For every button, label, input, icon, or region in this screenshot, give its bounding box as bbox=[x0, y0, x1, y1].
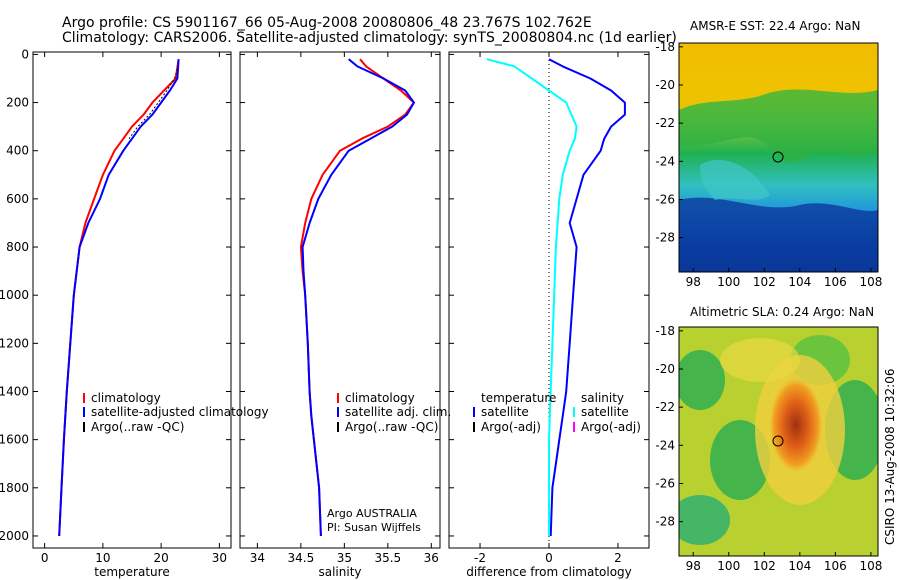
difference-x-tick-label: 0 bbox=[545, 551, 553, 565]
sla-low-patch-4 bbox=[679, 495, 730, 545]
sla-x-tick-label: 98 bbox=[686, 559, 701, 573]
side-timestamp: CSIRO 13-Aug-2008 10:32:06 bbox=[883, 369, 897, 545]
sst-map bbox=[679, 43, 878, 272]
sla-argo-marker bbox=[772, 435, 784, 447]
legend-label-salinity-argo: Argo(-adj) bbox=[581, 420, 641, 434]
temperature-x-tick-label: 30 bbox=[212, 551, 227, 565]
argo-owner-label: Argo AUSTRALIA bbox=[327, 507, 417, 520]
sst-argo-marker bbox=[772, 151, 784, 163]
salinity-x-tick-label: 34 bbox=[250, 551, 265, 565]
temperature-x-tick-label: 20 bbox=[153, 551, 168, 565]
legend-label-satellite-adj: satellite adj. clim. bbox=[345, 405, 451, 419]
sst-y-tick-label: -22 bbox=[655, 116, 675, 130]
sla-map-axes: 98 100 102 104 106 108 -18 -20 -22 -24 -26 -28 bbox=[655, 324, 882, 573]
legend-label-salinity-satellite: satellite bbox=[581, 405, 629, 419]
temperature-y-tick-label: 400 bbox=[6, 144, 29, 158]
difference-x-tick-label: 2 bbox=[614, 551, 622, 565]
difference-series-blue bbox=[548, 58, 626, 537]
temperature-y-tick-label: 1600 bbox=[0, 433, 29, 447]
sla-hot-eddy bbox=[768, 375, 824, 475]
salinity-x-tick-label: 34.5 bbox=[288, 551, 315, 565]
sla-y-tick-label: -28 bbox=[655, 515, 675, 529]
legend-label-climatology: climatology bbox=[345, 391, 415, 405]
temperature-y-tick-label: 0 bbox=[21, 47, 29, 61]
temperature-y-tick-label: 1800 bbox=[0, 481, 29, 495]
temperature-y-tick-label: 200 bbox=[6, 96, 29, 110]
difference-x-axis-label: difference from climatology bbox=[466, 565, 632, 579]
salinity-x-tick-label: 35 bbox=[337, 551, 352, 565]
temperature-y-tick-label: 1400 bbox=[0, 384, 29, 398]
sst-warm-region bbox=[679, 43, 878, 110]
sst-y-tick-label: -20 bbox=[655, 78, 675, 92]
sst-x-tick-label: 104 bbox=[788, 275, 811, 289]
legend-label-argo: Argo(..raw -QC) bbox=[345, 420, 438, 434]
sla-x-tick-label: 104 bbox=[788, 559, 811, 573]
salinity-x-tick-label: 35.5 bbox=[374, 551, 401, 565]
sla-y-tick-label: -18 bbox=[655, 324, 675, 338]
legend-label-argo: Argo(..raw -QC) bbox=[91, 420, 184, 434]
legend-label-climatology: climatology bbox=[91, 391, 161, 405]
sla-y-tick-label: -24 bbox=[655, 438, 675, 452]
temperature-y-tick-label: 2000 bbox=[0, 529, 29, 543]
sla-low-patch-1 bbox=[679, 350, 725, 410]
salinity-plot-frame bbox=[239, 51, 441, 549]
header-line-2: Climatology: CARS2006. Satellite-adjuste… bbox=[62, 30, 677, 46]
sla-x-tick-label: 102 bbox=[753, 559, 776, 573]
sst-cyan-tongue bbox=[700, 159, 770, 200]
sst-x-tick-label: 102 bbox=[753, 275, 776, 289]
difference-x-tick-label: -2 bbox=[474, 551, 486, 565]
sla-map-title: Altimetric SLA: 0.24 Argo: NaN bbox=[690, 305, 874, 319]
temperature-y-tick-label: 1200 bbox=[0, 336, 29, 350]
temperature-panel: 0 10 20 30 0 200 400 600 800 1000 1200 1400 1600 1800… bbox=[0, 47, 232, 579]
sst-y-tick-label: -18 bbox=[655, 40, 675, 54]
temperature-x-axis-label: temperature bbox=[94, 565, 169, 579]
sla-y-tick-label: -26 bbox=[655, 476, 675, 490]
sla-x-tick-label: 108 bbox=[859, 559, 882, 573]
sst-map-title: AMSR-E SST: 22.4 Argo: NaN bbox=[690, 19, 860, 33]
sla-x-tick-label: 100 bbox=[717, 559, 740, 573]
temperature-y-tick-label: 1000 bbox=[0, 288, 29, 302]
temperature-x-tick-label: 10 bbox=[95, 551, 110, 565]
temperature-series-blue bbox=[58, 59, 180, 537]
sst-x-tick-label: 108 bbox=[859, 275, 882, 289]
sst-map-frame bbox=[678, 42, 879, 273]
difference-legend: temperature salinitysatelliteArgo(-adj)sa… bbox=[473, 391, 641, 434]
sla-high-patch-2 bbox=[720, 338, 800, 382]
sla-y-tick-label: -20 bbox=[655, 362, 675, 376]
sla-map bbox=[679, 327, 878, 556]
difference-series-cyan bbox=[486, 58, 578, 536]
sla-y-tick-label: -22 bbox=[655, 400, 675, 414]
sst-map-axes: 98 100 102 104 106 108 -18 -20 -22 -24 -26 -28 bbox=[655, 40, 882, 289]
sst-y-tick-label: -26 bbox=[655, 192, 675, 206]
sst-cool-region bbox=[679, 197, 878, 272]
temperature-x-tick-label: 0 bbox=[41, 551, 49, 565]
temperature-y-tick-label: 800 bbox=[6, 240, 29, 254]
salinity-x-tick-label: 36 bbox=[424, 551, 439, 565]
legend-label-temperature-argo: Argo(-adj) bbox=[481, 420, 541, 434]
temperature-y-tick-label: 600 bbox=[6, 192, 29, 206]
sst-green-band bbox=[679, 89, 878, 163]
sla-x-tick-label: 106 bbox=[824, 559, 847, 573]
sla-low-patch-2 bbox=[710, 420, 770, 500]
sst-y-tick-label: -28 bbox=[655, 231, 675, 245]
salinity-series-blue bbox=[301, 58, 415, 537]
legend-header-salinity: salinity bbox=[581, 391, 624, 405]
legend-label-satellite-adjusted: satellite-adjusted climatology bbox=[91, 405, 269, 419]
legend-label-temperature-satellite: satellite bbox=[481, 405, 529, 419]
legend-header-temperature: temperature bbox=[481, 391, 556, 405]
sst-x-tick-label: 100 bbox=[717, 275, 740, 289]
sla-map-frame bbox=[678, 326, 879, 557]
header-line-1: Argo profile: CS 5901167_66 05-Aug-2008 … bbox=[62, 15, 592, 31]
argo-pi-label: PI: Susan Wijffels bbox=[327, 521, 421, 534]
sst-x-tick-label: 98 bbox=[686, 275, 701, 289]
salinity-panel: 34 34.5 35 35.5 36 salinity bbox=[239, 51, 441, 579]
sst-x-tick-label: 106 bbox=[824, 275, 847, 289]
salinity-x-axis-label: salinity bbox=[318, 565, 361, 579]
sst-y-tick-label: -24 bbox=[655, 154, 675, 168]
